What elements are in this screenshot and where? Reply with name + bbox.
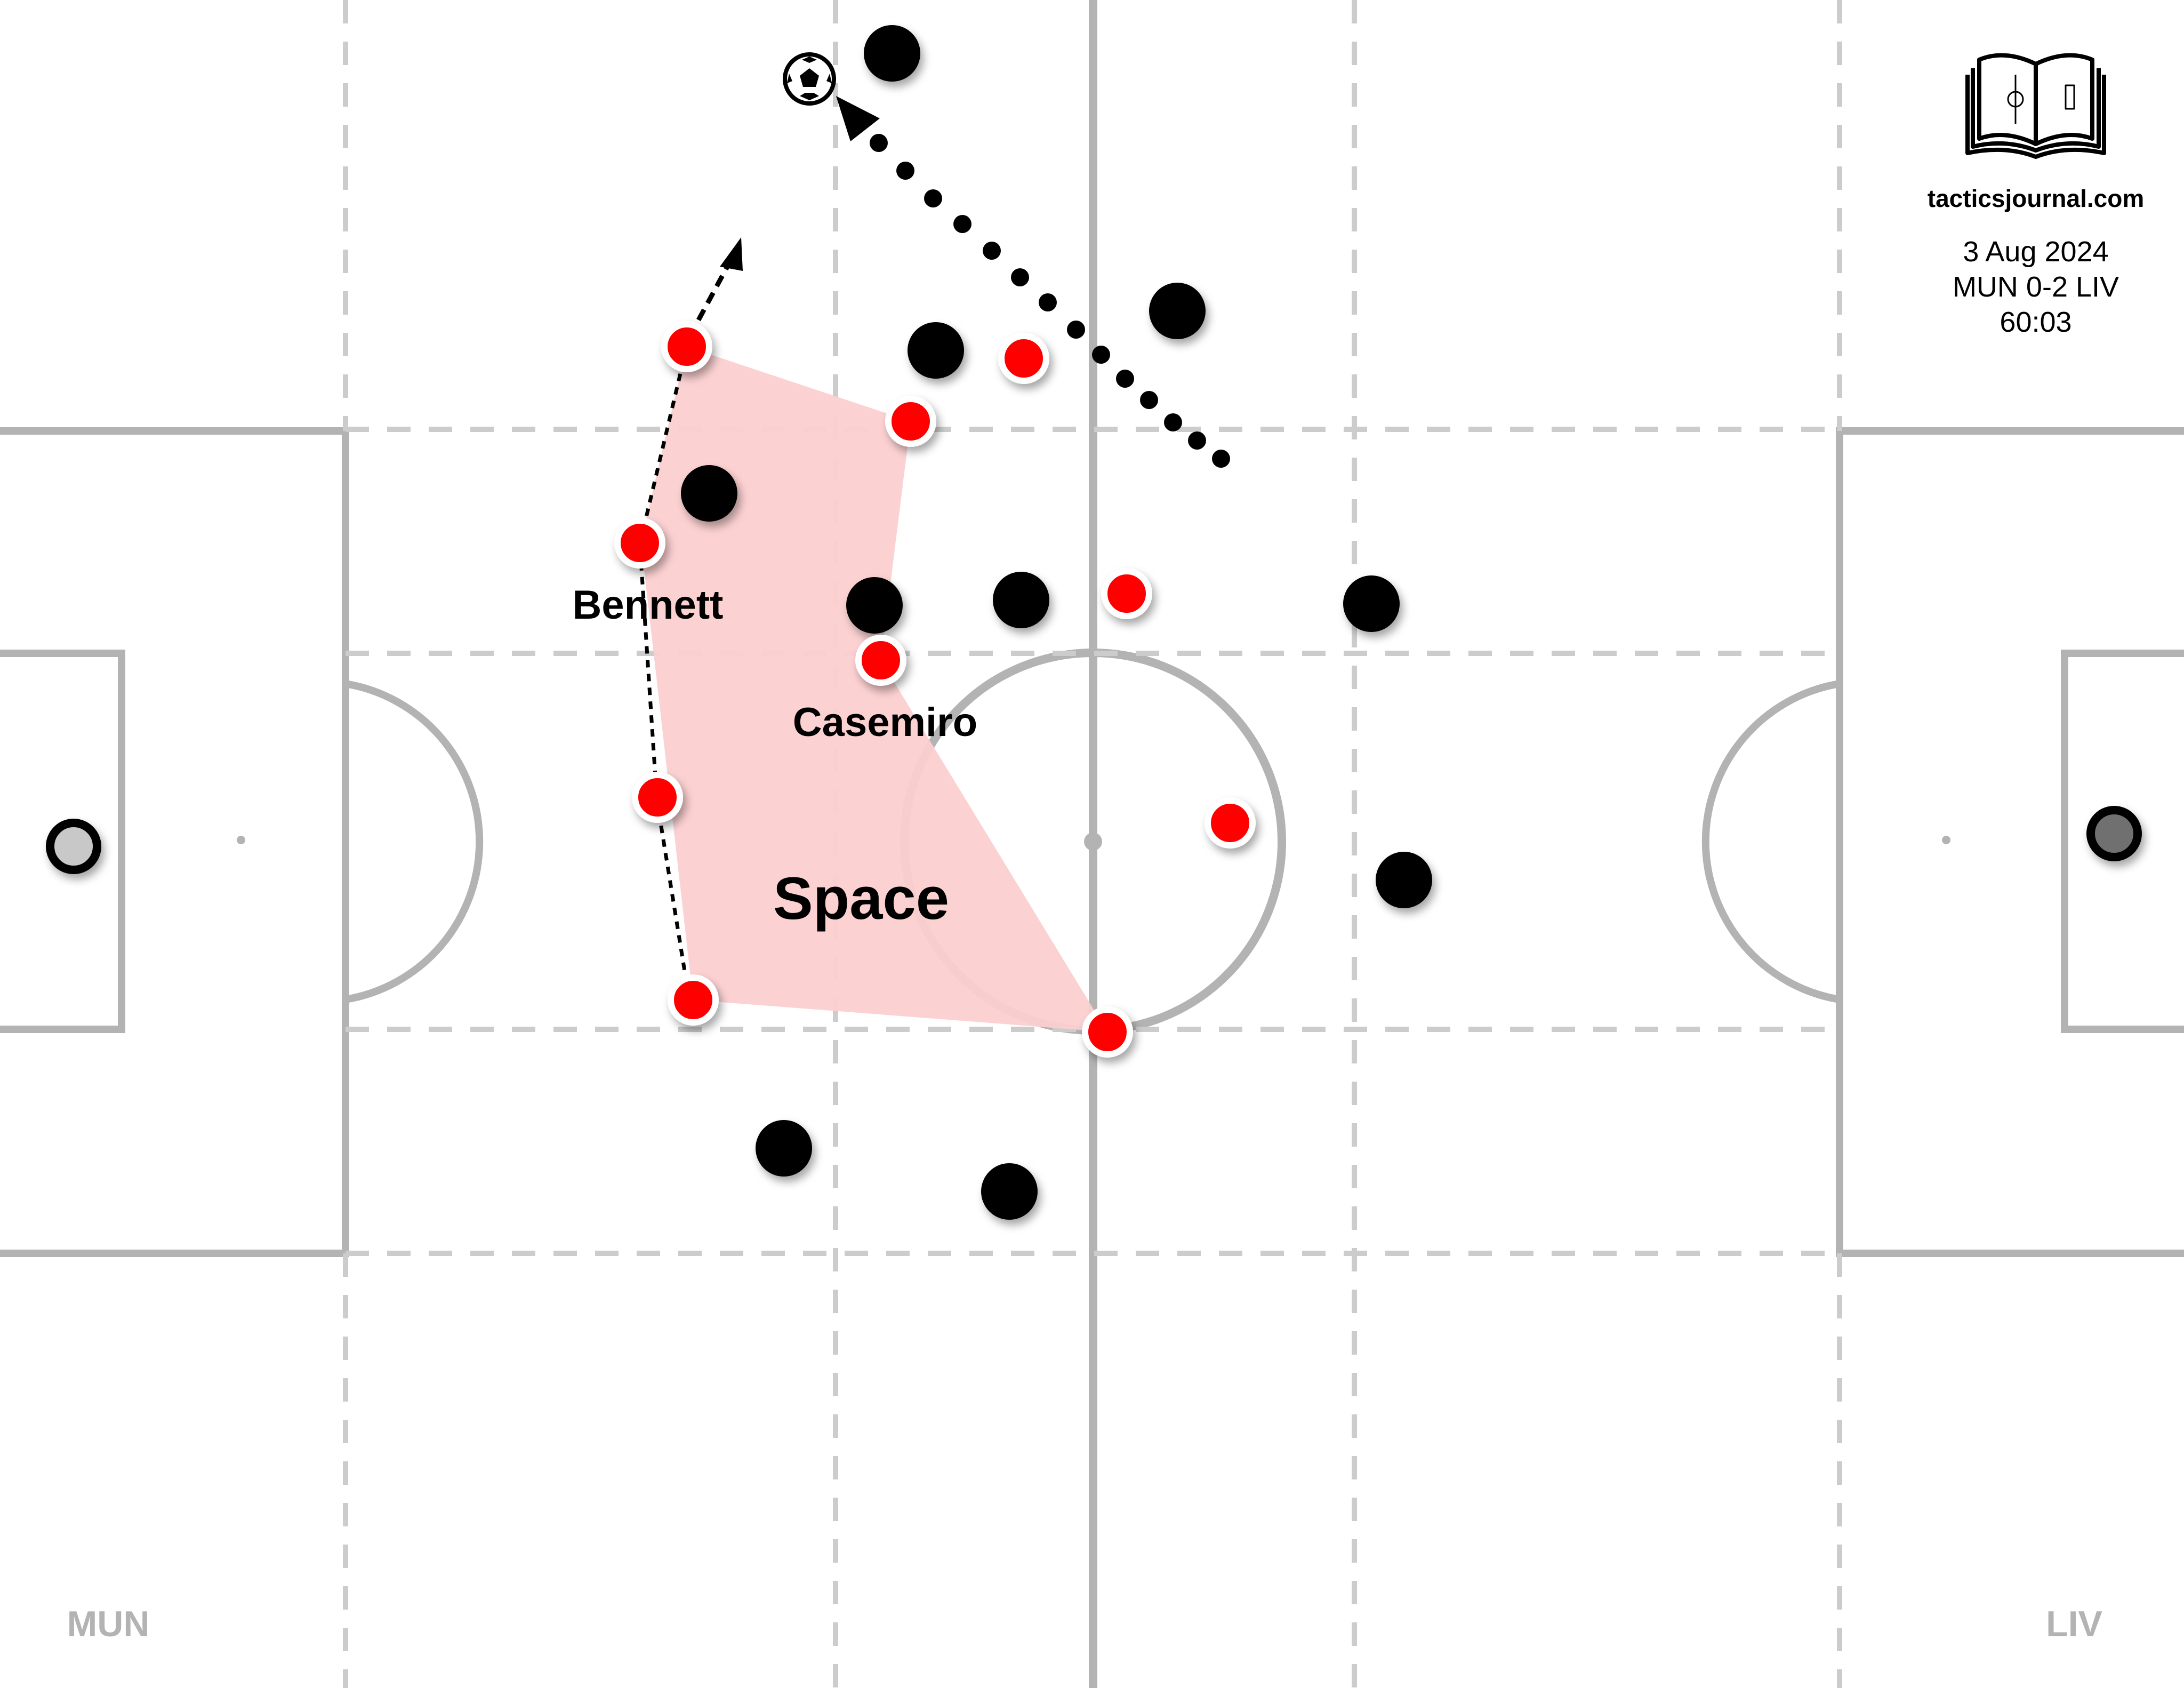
- red-player: [1205, 797, 1256, 849]
- right-penalty-spot: [1942, 836, 1950, 844]
- brand-site: tacticsjournal.com: [1928, 185, 2144, 212]
- black-player: [1343, 575, 1400, 632]
- red-player-casemiro: [855, 635, 906, 686]
- pass-arrowhead: [836, 96, 880, 141]
- bennett-run-arrowhead: [720, 237, 743, 271]
- black-player: [908, 322, 964, 379]
- right-six-yard-box: [2061, 650, 2184, 1033]
- match-score: MUN 0-2 LIV: [1953, 271, 2119, 303]
- space-zone: [641, 347, 1107, 1032]
- team-label-left: MUN: [67, 1604, 150, 1644]
- team-black-players: [681, 25, 1432, 1220]
- right-penalty-box: [1836, 427, 2184, 1257]
- red-player: [1082, 1006, 1133, 1058]
- red-player: [632, 772, 683, 823]
- team-label-right: LIV: [2046, 1604, 2102, 1644]
- bennett-run-line: [638, 346, 691, 998]
- label-space: Space: [773, 865, 949, 932]
- left-penalty-arc: [344, 680, 484, 1003]
- pass-path: [870, 134, 1230, 468]
- red-player: [668, 974, 719, 1026]
- red-player: [1101, 568, 1152, 619]
- black-player: [1149, 283, 1206, 339]
- goalkeeper-right: [2086, 806, 2142, 861]
- team-red-players: [614, 321, 1256, 1058]
- black-player: [1376, 852, 1432, 908]
- label-bennett: Bennett: [573, 582, 724, 628]
- right-penalty-arc: [1701, 680, 1841, 1003]
- black-player: [864, 25, 920, 82]
- left-penalty-spot: [237, 836, 245, 844]
- bennett-run-path: [638, 265, 729, 998]
- center-spot: [1084, 833, 1102, 851]
- match-time: 60:03: [2000, 306, 2071, 338]
- red-player-bennett: [614, 517, 665, 569]
- open-book-pitch-logo: [1965, 53, 2106, 159]
- goalkeeper-left: [46, 819, 101, 874]
- label-casemiro: Casemiro: [793, 700, 977, 745]
- black-player: [846, 577, 903, 634]
- black-player: [756, 1120, 812, 1177]
- black-player: [993, 572, 1049, 628]
- match-date: 3 Aug 2024: [1963, 236, 2108, 268]
- red-player: [885, 396, 936, 447]
- left-penalty-box: [0, 427, 349, 1257]
- red-player: [661, 321, 712, 372]
- black-player: [981, 1163, 1038, 1220]
- black-player: [681, 465, 737, 522]
- red-player: [998, 333, 1049, 384]
- left-six-yard-box: [0, 650, 125, 1033]
- bennett-forward-run-line: [696, 265, 729, 322]
- ball-icon: [783, 52, 836, 106]
- pitch-spots: [237, 833, 1950, 851]
